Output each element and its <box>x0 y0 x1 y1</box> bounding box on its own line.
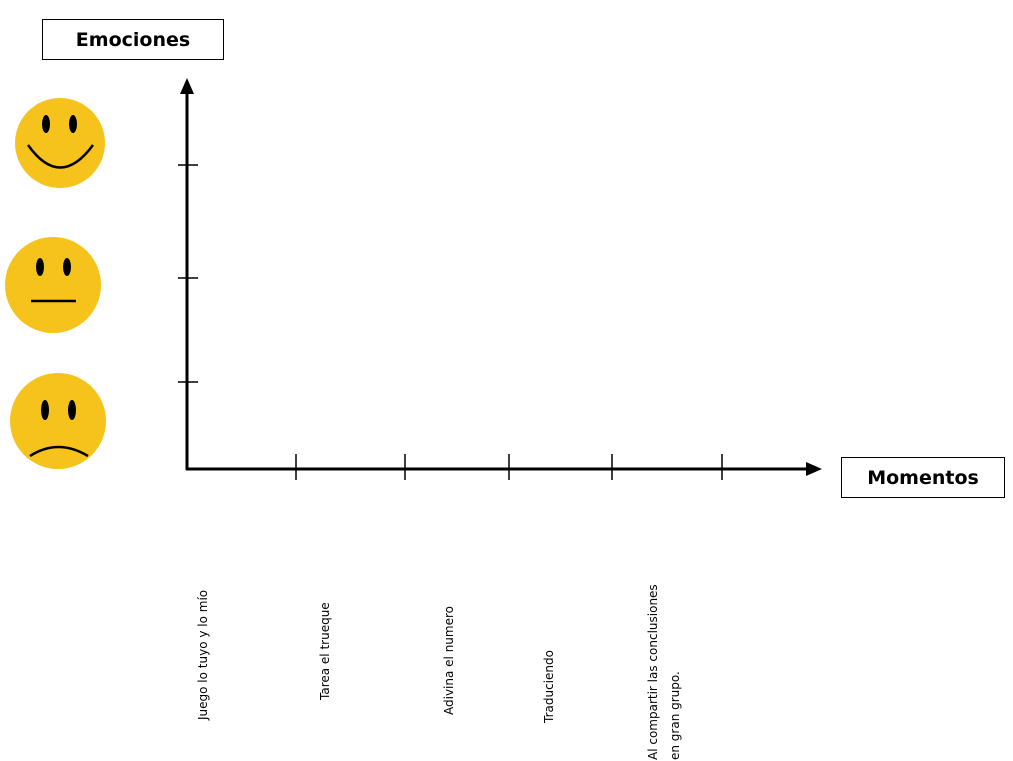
moment-label: Traduciendo <box>542 650 556 723</box>
moment-label: Juego lo tuyo y lo mío <box>196 589 210 720</box>
sad-face-icon <box>10 373 106 469</box>
moment-label-line2: en gran grupo. <box>668 671 682 760</box>
happy-face-icon <box>15 98 105 188</box>
neutral-face-icon <box>5 237 101 333</box>
moment-label: Adivina el numero <box>442 606 456 715</box>
moment-label: Tarea el trueque <box>318 602 332 700</box>
x-axis-title: Momentos <box>841 457 1005 498</box>
y-axis-arrowhead <box>180 78 194 94</box>
x-axis-arrowhead <box>806 462 822 476</box>
moment-label-line1: Al compartir las conclusiones <box>646 584 660 760</box>
y-axis-title: Emociones <box>42 19 224 60</box>
